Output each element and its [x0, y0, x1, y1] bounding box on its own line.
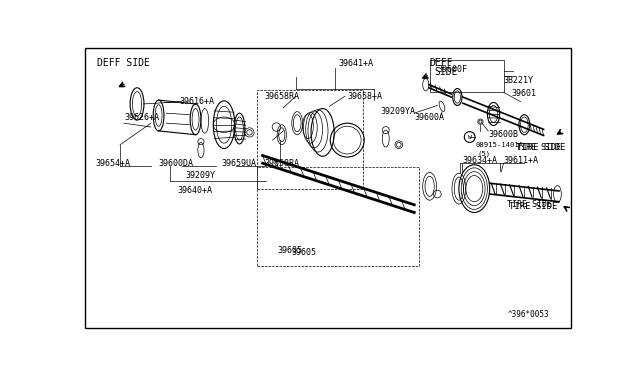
Text: TIRE SIDE: TIRE SIDE	[509, 202, 557, 211]
Text: 39640+A: 39640+A	[178, 186, 213, 195]
Text: 39626+A: 39626+A	[124, 112, 159, 122]
Text: 08915-1401A: 08915-1401A	[476, 142, 524, 148]
Text: DEFF SIDE: DEFF SIDE	[97, 58, 150, 68]
Text: DEFF: DEFF	[429, 58, 453, 68]
Text: TIRE SIDE: TIRE SIDE	[507, 200, 552, 209]
Text: 3B221Y: 3B221Y	[504, 76, 534, 84]
Text: 39634+A: 39634+A	[462, 155, 497, 165]
Text: 39641+A: 39641+A	[339, 59, 374, 68]
Text: ^396*0053: ^396*0053	[508, 310, 550, 319]
Text: 39605: 39605	[292, 248, 317, 257]
Text: W: W	[468, 135, 472, 140]
Text: 39605: 39605	[277, 246, 302, 255]
Text: 39601: 39601	[511, 89, 536, 99]
Bar	[257, 90, 364, 189]
Text: 39611+A: 39611+A	[504, 155, 539, 165]
Text: SIDE: SIDE	[435, 67, 458, 77]
Text: (5): (5)	[477, 151, 490, 157]
Text: 39658+A: 39658+A	[348, 92, 382, 101]
Bar	[431, 60, 504, 92]
Text: 39600B: 39600B	[488, 130, 518, 139]
Text: TIRE SIDE: TIRE SIDE	[516, 143, 561, 152]
Text: 39659UA: 39659UA	[221, 159, 257, 168]
Text: 39654+A: 39654+A	[95, 159, 131, 168]
Text: 39600F: 39600F	[437, 65, 467, 74]
Text: 39658RA: 39658RA	[265, 92, 300, 101]
Text: TIRE SIDE: TIRE SIDE	[517, 143, 566, 152]
Text: 39600A: 39600A	[414, 112, 444, 122]
Text: 39209YA: 39209YA	[380, 107, 415, 116]
Text: 39209Y: 39209Y	[186, 171, 216, 180]
Text: 39616+A: 39616+A	[179, 97, 214, 106]
Text: 39600DA: 39600DA	[159, 159, 193, 168]
Text: 39658RA: 39658RA	[265, 159, 300, 168]
Bar	[257, 167, 419, 266]
